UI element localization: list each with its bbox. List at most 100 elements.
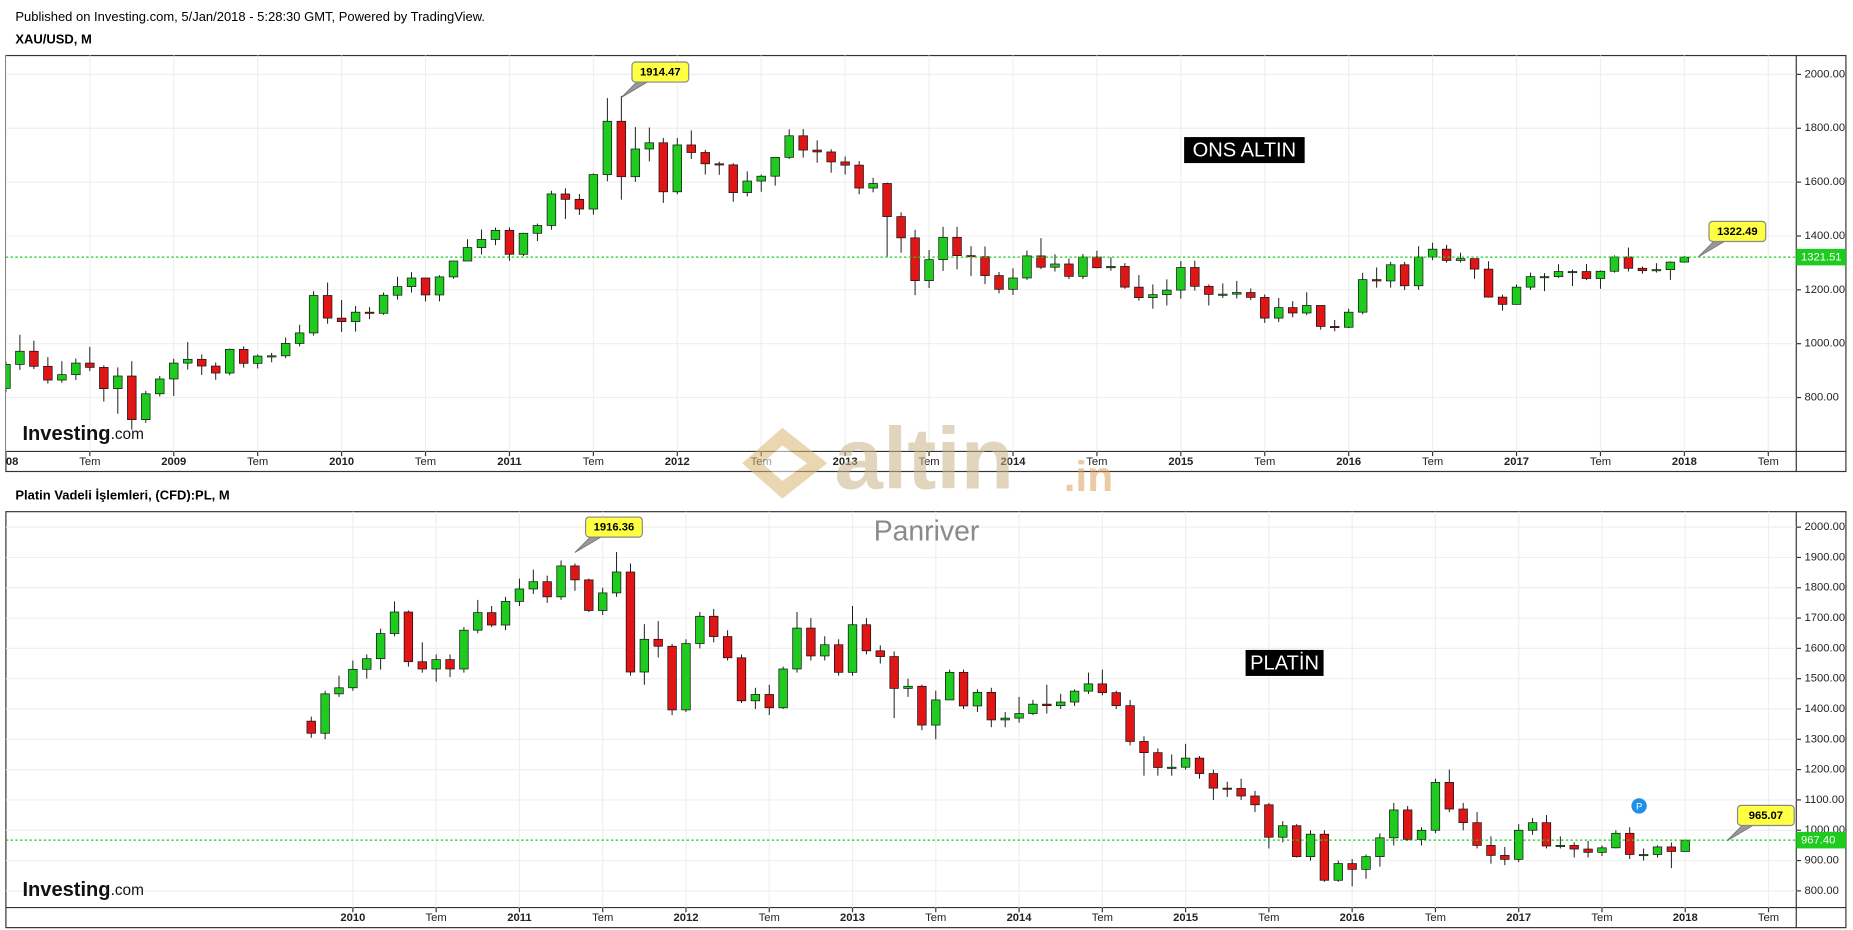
candle-body bbox=[1651, 269, 1662, 272]
candle-body bbox=[806, 627, 816, 657]
candle-body bbox=[1638, 854, 1649, 857]
candle-body bbox=[1609, 256, 1620, 272]
candle-body bbox=[71, 362, 81, 376]
event-marker[interactable] bbox=[1631, 798, 1647, 814]
price-label: 1321.51 bbox=[1801, 252, 1842, 264]
candle-body bbox=[784, 135, 794, 158]
candle-body bbox=[434, 276, 445, 296]
y-tick-label: 2000.00 bbox=[1805, 68, 1846, 80]
x-tick-label: 2017 bbox=[1506, 912, 1531, 924]
candle-body bbox=[1595, 270, 1606, 279]
published-note: Published on Investing.com, 5/Jan/2018 -… bbox=[15, 9, 485, 24]
candle-body bbox=[903, 685, 913, 689]
candle-body bbox=[938, 236, 948, 261]
candle-body bbox=[392, 286, 403, 296]
callout-label: 1322.49 bbox=[1717, 226, 1758, 238]
candle-body bbox=[854, 164, 864, 189]
x-tick-label: Tem bbox=[1092, 912, 1113, 924]
candle-body bbox=[722, 636, 733, 659]
panel-frame bbox=[5, 511, 1847, 929]
watermark: altin .in bbox=[742, 410, 1113, 508]
candle-body bbox=[1083, 683, 1094, 692]
candle-body bbox=[1371, 279, 1382, 282]
candle-body bbox=[1078, 256, 1088, 277]
candle-body bbox=[667, 645, 677, 711]
candle-body bbox=[1444, 782, 1454, 810]
candle-body bbox=[350, 311, 361, 322]
candle-body bbox=[1176, 267, 1186, 291]
candle-body bbox=[1056, 701, 1066, 707]
candle-body bbox=[770, 156, 780, 177]
candle-body bbox=[611, 571, 622, 594]
price-label-box bbox=[1796, 248, 1846, 266]
candle-body bbox=[1403, 809, 1413, 840]
candle-body bbox=[1153, 752, 1163, 768]
candle-body bbox=[197, 358, 207, 367]
candle-body bbox=[1343, 311, 1354, 328]
callout-label: 1914.47 bbox=[640, 67, 681, 79]
candle-body bbox=[169, 362, 179, 380]
y-tick-label: 800.00 bbox=[1805, 885, 1839, 897]
x-tick-label: 2011 bbox=[507, 912, 531, 924]
candle-body bbox=[1208, 773, 1219, 789]
y-tick-label: 1900.00 bbox=[1805, 551, 1846, 563]
candle-body bbox=[542, 581, 552, 598]
y-tick-label: 1500.00 bbox=[1805, 673, 1846, 685]
candle-body bbox=[792, 627, 802, 670]
candle-body bbox=[1427, 248, 1438, 258]
candle-body bbox=[1385, 264, 1396, 282]
candle-body bbox=[1134, 286, 1144, 298]
candle-body bbox=[362, 658, 372, 670]
candle-body bbox=[1581, 271, 1592, 279]
candle-body bbox=[742, 180, 752, 193]
candle-body bbox=[820, 644, 830, 657]
candle-body bbox=[924, 259, 934, 282]
candle-body bbox=[980, 256, 990, 276]
candle-body bbox=[532, 225, 543, 234]
x-tick-label: Tem bbox=[1591, 912, 1612, 924]
candle-body bbox=[1567, 271, 1578, 274]
candle-body bbox=[1416, 829, 1427, 840]
x-tick-label: Tem bbox=[1425, 912, 1446, 924]
candle-body bbox=[225, 348, 235, 374]
logo: Investing.com bbox=[22, 879, 143, 901]
y-tick-label: 1800.00 bbox=[1805, 122, 1846, 134]
candle-body bbox=[1120, 266, 1130, 288]
overlay: 800.00 1000.00 1200.00 1400.00 1600.00 1800.0… bbox=[574, 61, 1846, 897]
candle-body bbox=[570, 565, 580, 581]
candle-body bbox=[448, 260, 459, 278]
callout-label: 965.07 bbox=[1749, 810, 1783, 822]
y-tick-label: 1400.00 bbox=[1805, 703, 1846, 715]
candle-body bbox=[320, 693, 330, 734]
candle-body bbox=[294, 332, 305, 344]
watermark-logo bbox=[762, 445, 808, 481]
x-tick-label: 2017 bbox=[1504, 456, 1529, 468]
candle-body bbox=[403, 611, 414, 663]
candle-body bbox=[1597, 847, 1607, 853]
candle-body bbox=[584, 579, 594, 611]
candle-body bbox=[1064, 263, 1074, 277]
candle-body bbox=[336, 317, 347, 322]
x-tick-label: 2016 bbox=[1340, 912, 1365, 924]
candle-body bbox=[1069, 690, 1080, 703]
candle-body bbox=[556, 565, 566, 598]
logo-suffix: .com bbox=[111, 426, 144, 443]
x-tick-label: 2009 bbox=[161, 456, 186, 468]
candle-body bbox=[266, 355, 277, 358]
candle-body bbox=[1375, 837, 1385, 857]
candle-body bbox=[1357, 279, 1368, 313]
candle-body bbox=[113, 375, 123, 390]
candle-body bbox=[994, 275, 1004, 290]
candle-body bbox=[602, 120, 613, 175]
candle-body bbox=[958, 671, 969, 707]
candle-body bbox=[1036, 255, 1046, 268]
candle-body bbox=[700, 152, 710, 165]
x-tick-label: 2012 bbox=[673, 912, 698, 924]
callout-box bbox=[1736, 804, 1795, 827]
candle-body bbox=[728, 164, 738, 193]
callout-box bbox=[1708, 220, 1767, 243]
candle-body bbox=[764, 694, 774, 709]
candle-body bbox=[1333, 863, 1343, 881]
logo: Investing.com bbox=[22, 423, 143, 445]
